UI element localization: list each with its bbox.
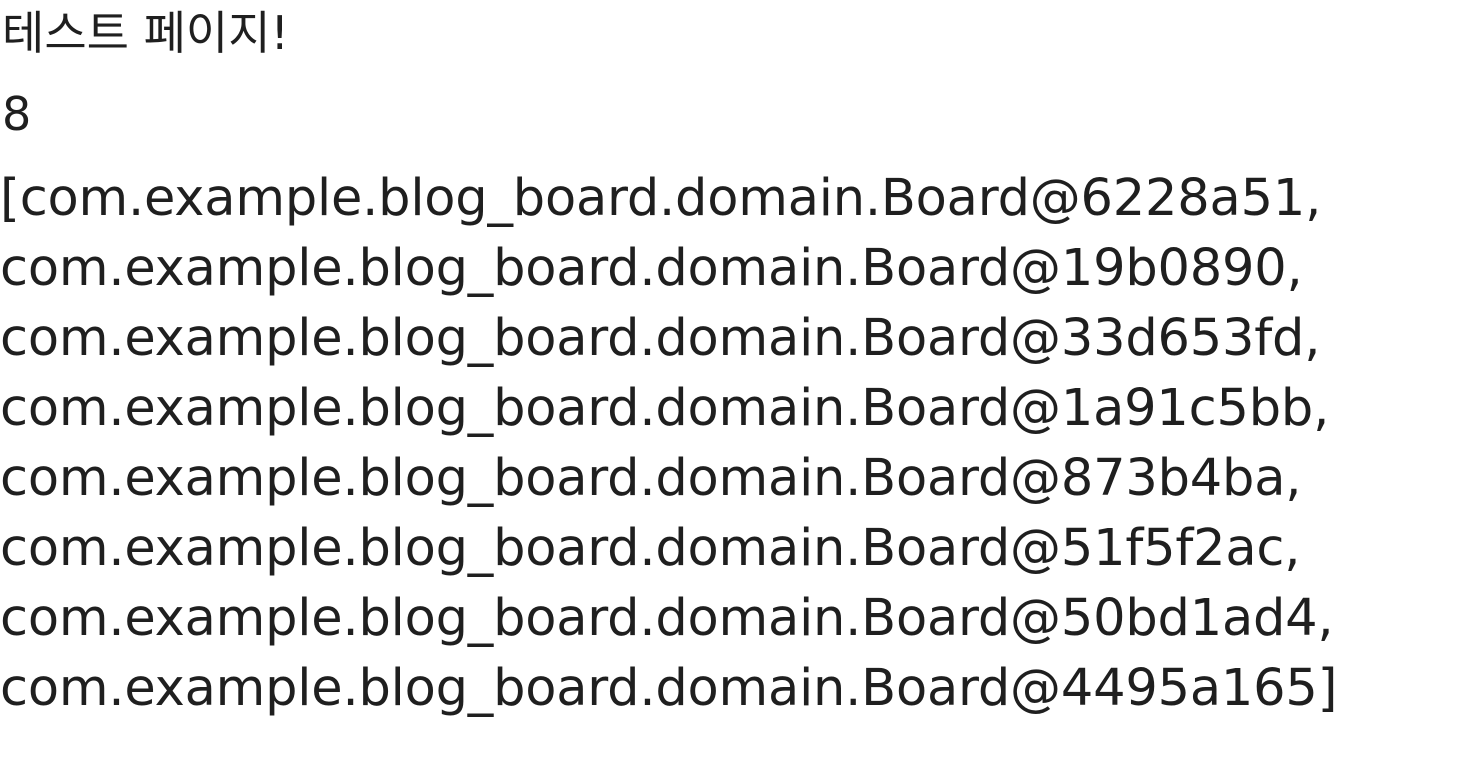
board-list-line: com.example.blog_board.domain.Board@1a91… <box>0 379 1330 438</box>
board-list: [com.example.blog_board.domain.Board@622… <box>0 164 1338 724</box>
board-list-line: com.example.blog_board.domain.Board@4495… <box>0 659 1338 718</box>
board-list-line: com.example.blog_board.domain.Board@873b… <box>0 449 1302 508</box>
board-list-line: com.example.blog_board.domain.Board@19b0… <box>0 239 1303 298</box>
page-title: 테스트 페이지! <box>2 6 289 60</box>
board-count: 8 <box>2 87 32 141</box>
board-list-line: com.example.blog_board.domain.Board@50bd… <box>0 589 1334 648</box>
board-list-line: [com.example.blog_board.domain.Board@622… <box>0 169 1322 228</box>
board-list-line: com.example.blog_board.domain.Board@51f5… <box>0 519 1301 578</box>
board-list-line: com.example.blog_board.domain.Board@33d6… <box>0 309 1321 368</box>
